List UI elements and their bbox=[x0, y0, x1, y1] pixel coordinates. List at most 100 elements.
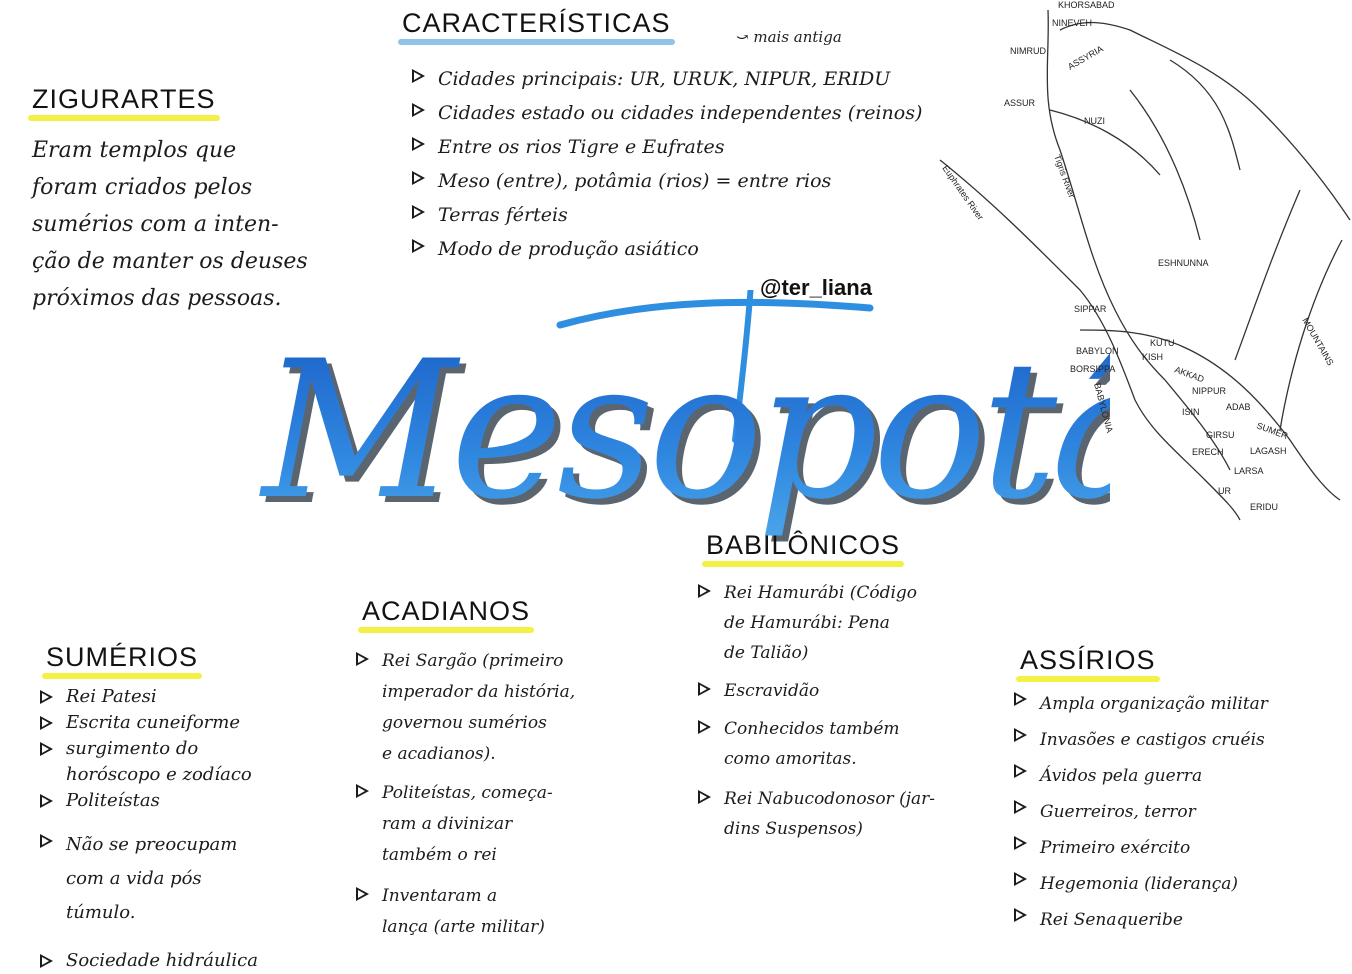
zigurartes-title: ZIGURARTES bbox=[28, 84, 220, 121]
assirios-list: Ampla organização militar Invasões e cas… bbox=[1014, 686, 1268, 938]
list-item: Escravidão bbox=[698, 676, 935, 706]
arrow-bullet-icon bbox=[1014, 727, 1027, 742]
title-highlight bbox=[42, 673, 203, 679]
list-item: Inventaram a lança (arte militar) bbox=[356, 881, 575, 943]
list-item-text: Inventaram a bbox=[382, 886, 498, 906]
list-item: Meso (entre), potâmia (rios) = entre rio… bbox=[412, 164, 922, 198]
arrow-bullet-icon bbox=[412, 238, 425, 253]
text-line: Eram templos que bbox=[32, 138, 237, 163]
caracteristicas-title: CARACTERÍSTICAS bbox=[398, 8, 675, 45]
title-swash bbox=[556, 298, 874, 329]
arrow-bullet-icon bbox=[412, 170, 425, 185]
zigurartes-title-text: ZIGURARTES bbox=[32, 84, 216, 114]
city-label: LARSA bbox=[1234, 466, 1264, 476]
list-item-continuation: governou sumérios bbox=[382, 713, 547, 733]
list-item-text: Escravidão bbox=[724, 681, 820, 701]
title-highlight bbox=[1016, 676, 1160, 682]
mesopotamia-map: KHORSABAD NINEVEH NIMRUD ASSUR NUZI ESHN… bbox=[939, 0, 1351, 521]
list-item-text: Ampla organização militar bbox=[1040, 694, 1268, 714]
arrow-bullet-icon bbox=[1014, 871, 1027, 886]
city-label: NINEVEH bbox=[1052, 18, 1092, 28]
list-item-text: Cidades estado ou cidades independentes … bbox=[438, 102, 923, 124]
arrow-bullet-icon bbox=[40, 834, 53, 849]
caracteristicas-title-text: CARACTERÍSTICAS bbox=[402, 8, 671, 38]
list-item-text: Politeístas bbox=[66, 790, 160, 811]
arrow-bullet-icon bbox=[1014, 691, 1027, 706]
city-label: ASSUR bbox=[1004, 98, 1036, 108]
list-item: Rei Sargão (primeiro imperador da históri… bbox=[356, 646, 575, 770]
annotation-text: mais antiga bbox=[753, 28, 842, 46]
list-item: Invasões e castigos cruéis bbox=[1014, 722, 1268, 758]
arrow-bullet-icon bbox=[698, 719, 711, 734]
list-item: Rei Nabucodonosor (jar-dins Suspensos) bbox=[698, 784, 935, 844]
babilonicos-title-text: BABILÔNICOS bbox=[706, 530, 901, 560]
arrow-bullet-icon bbox=[40, 794, 53, 809]
list-item-continuation: de Talião) bbox=[724, 643, 809, 663]
assirios-title-text: ASSÍRIOS bbox=[1020, 645, 1156, 675]
list-item-continuation: horóscopo e zodíaco bbox=[66, 764, 252, 785]
list-item-text: Guerreiros, terror bbox=[1040, 802, 1196, 822]
list-item: Politeístas, começa-ram a divinizar també… bbox=[356, 778, 575, 871]
text-line: sumérios com a inten- bbox=[32, 212, 279, 237]
arrow-bullet-icon bbox=[40, 690, 53, 705]
babilonicos-title: BABILÔNICOS bbox=[702, 530, 905, 567]
tributary bbox=[1129, 89, 1201, 241]
list-item-text: Modo de produção asiático bbox=[438, 238, 699, 260]
list-item-continuation: ram a divinizar bbox=[382, 814, 513, 834]
zigurartes-text: Eram templos que foram criados pelos sum… bbox=[32, 132, 308, 317]
list-item: Cidades estado ou cidades independentes … bbox=[412, 96, 922, 130]
city-label: KISH bbox=[1142, 352, 1163, 362]
arrow-bullet-icon bbox=[1014, 763, 1027, 778]
arrow-bullet-icon bbox=[356, 886, 369, 901]
text-line: foram criados pelos bbox=[32, 175, 253, 200]
list-item: Rei Hamurábi (Código de Hamurábi: Pena de … bbox=[698, 578, 935, 668]
list-item-continuation: como amoritas. bbox=[724, 749, 857, 769]
list-item-text: Entre os rios Tigre e Eufrates bbox=[438, 136, 725, 158]
list-item-continuation: dins Suspensos) bbox=[724, 819, 863, 839]
acadianos-list: Rei Sargão (primeiro imperador da históri… bbox=[356, 646, 575, 943]
text-line: próximos das pessoas. bbox=[32, 286, 282, 311]
list-item-text: Conhecidos também bbox=[724, 719, 900, 739]
list-item-continuation: túmulo. bbox=[66, 902, 136, 923]
acadianos-title: ACADIANOS bbox=[358, 596, 535, 633]
sumerios-title-text: SUMÉRIOS bbox=[46, 642, 199, 672]
list-item-continuation: também o rei bbox=[382, 845, 497, 865]
city-label: BORSIPPA bbox=[1070, 364, 1115, 374]
list-item-text: Hegemonia (liderança) bbox=[1040, 874, 1239, 894]
list-item-text: Primeiro exército bbox=[1040, 838, 1191, 858]
list-item: Primeiro exército bbox=[1014, 830, 1268, 866]
list-item-text: Rei Patesi bbox=[66, 686, 157, 707]
arrow-bullet-icon bbox=[412, 136, 425, 151]
list-item-continuation: de Hamurábi: Pena bbox=[724, 613, 890, 633]
text-line: ção de manter os deuses bbox=[32, 249, 308, 274]
list-item-text: Invasões e castigos cruéis bbox=[1040, 730, 1265, 750]
list-item: Ampla organização militar bbox=[1014, 686, 1268, 722]
list-item-text: Meso (entre), potâmia (rios) = entre rio… bbox=[438, 170, 832, 192]
list-item: Rei Senaqueribe bbox=[1014, 902, 1268, 938]
arrow-bullet-icon bbox=[412, 68, 425, 83]
tributary bbox=[1279, 239, 1343, 431]
city-label: KHORSABAD bbox=[1058, 0, 1115, 10]
arrow-bullet-icon bbox=[40, 954, 53, 969]
arrow-bullet-icon bbox=[698, 681, 711, 696]
title-highlight bbox=[28, 115, 220, 121]
list-item: Politeístas bbox=[40, 788, 258, 814]
sumerios-list: Rei Patesi Escrita cuneiforme surgimento… bbox=[40, 684, 258, 974]
caracteristicas-list: Cidades principais: UR, URUK, NIPUR, ERI… bbox=[412, 62, 922, 266]
region-label: MOUNTAINS bbox=[1300, 316, 1335, 367]
list-item-text: Rei Senaqueribe bbox=[1040, 910, 1183, 930]
main-title-shadow: Mesopotâmia bbox=[265, 326, 1110, 547]
title-highlight bbox=[358, 627, 535, 633]
tributary bbox=[1169, 59, 1241, 171]
arrow-bullet-icon bbox=[412, 102, 425, 117]
list-item: Escrita cuneiforme bbox=[40, 710, 258, 736]
list-item-text: Rei Sargão (primeiro bbox=[382, 651, 564, 671]
list-item: Ávidos pela guerra bbox=[1014, 758, 1268, 794]
list-item: Sociedade hidráulica bbox=[40, 948, 258, 974]
list-item-text: Sociedade hidráulica bbox=[66, 950, 258, 971]
list-item: Modo de produção asiático bbox=[412, 232, 922, 266]
list-item-text: Politeístas, começa- bbox=[382, 783, 553, 803]
list-item: Conhecidos também como amoritas. bbox=[698, 714, 935, 774]
city-label: ERECH bbox=[1192, 447, 1224, 457]
euphrates-river bbox=[939, 159, 1241, 521]
